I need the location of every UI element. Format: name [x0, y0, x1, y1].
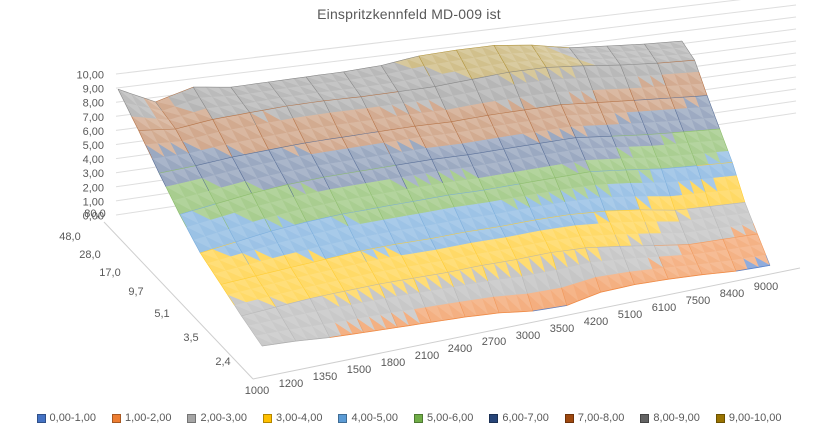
z-axis-tick-label: 7,00: [83, 112, 104, 124]
z-axis-tick-label: 5,00: [83, 140, 104, 152]
depth-axis-label: 28,0: [79, 249, 100, 261]
z-axis-tick-label: 4,00: [83, 154, 104, 166]
x-axis-label: 1200: [279, 378, 303, 390]
legend-label: 3,00-4,00: [275, 412, 323, 424]
depth-axis-label: 17,0: [99, 267, 120, 279]
legend-swatch: [564, 413, 574, 423]
x-axis-label: 2400: [448, 343, 472, 355]
x-axis-label: 5100: [618, 309, 642, 321]
x-axis-label: 6100: [652, 302, 676, 314]
legend-swatch: [112, 413, 121, 423]
z-axis-tick-label: 2,00: [83, 182, 104, 194]
z-axis-tick-label: 1,00: [83, 196, 104, 208]
legend-label: 0,00-1,00: [49, 412, 96, 424]
legend: 0,00-1,00 1,00-2,00 2,00-3,00 3,00-4,00 4,00…: [0, 412, 818, 424]
legend-swatch: [36, 413, 46, 423]
chart-title: Einspritzkennfeld MD-009 ist: [317, 6, 501, 22]
legend-label: 2,00-3,00: [200, 412, 247, 424]
depth-axis-label: 9,7: [128, 286, 143, 298]
legend-swatch: [715, 413, 725, 423]
legend-item[interactable]: 6,00-7,00: [489, 412, 549, 424]
legend-label: 1,00-2,00: [125, 412, 172, 424]
depth-axis-label: 2,4: [215, 356, 230, 368]
x-axis-label: 4200: [584, 316, 608, 328]
legend-label: 6,00-7,00: [502, 412, 549, 424]
z-axis-tick-label: 6,00: [83, 126, 104, 138]
depth-axis-label: 80,0: [84, 208, 105, 220]
x-axis-label: 7500: [686, 295, 710, 307]
legend-label: 8,00-9,00: [653, 412, 700, 424]
z-axis-tick-label: 3,00: [83, 168, 104, 180]
depth-axis-label: 5,1: [154, 308, 169, 320]
x-axis-label: 2100: [415, 350, 439, 362]
legend-label: 7,00-8,00: [577, 412, 625, 424]
legend-swatch: [262, 413, 272, 423]
legend-item[interactable]: 9,00-10,00: [715, 412, 782, 424]
z-axis-tick-label: 9,00: [83, 84, 104, 96]
legend-swatch: [489, 413, 499, 423]
legend-label: 5,00-6,00: [426, 412, 474, 424]
x-axis-label: 9000: [754, 281, 778, 293]
legend-item[interactable]: 4,00-5,00: [338, 412, 398, 424]
x-axis-label: 1500: [347, 364, 371, 376]
x-axis-label: 2700: [482, 336, 506, 348]
z-axis-tick-label: 10,00: [76, 70, 104, 82]
legend-swatch: [187, 413, 197, 423]
z-axis-tick-label: 0,00: [83, 211, 104, 223]
x-axis-label: 3500: [550, 323, 574, 335]
x-axis-label: 3000: [516, 330, 540, 342]
z-axis-tick-label: 8,00: [83, 98, 104, 110]
legend-item[interactable]: 3,00-4,00: [262, 412, 323, 424]
legend-item[interactable]: 0,00-1,00: [36, 412, 96, 424]
x-axis-label: 1350: [313, 371, 337, 383]
x-axis-label: 8400: [720, 288, 744, 300]
legend-label: 4,00-5,00: [351, 412, 398, 424]
depth-axis-label: 48,0: [59, 231, 80, 243]
depth-axis-label: 3,5: [183, 332, 198, 344]
legend-swatch: [338, 413, 348, 423]
legend-item[interactable]: 5,00-6,00: [413, 412, 474, 424]
x-axis-label: 1000: [245, 385, 269, 397]
legend-item[interactable]: 8,00-9,00: [640, 412, 700, 424]
legend-swatch: [413, 413, 423, 423]
legend-swatch: [640, 413, 650, 423]
legend-label: 9,00-10,00: [728, 412, 782, 424]
legend-item[interactable]: 7,00-8,00: [564, 412, 625, 424]
legend-item[interactable]: 1,00-2,00: [112, 412, 171, 424]
legend-item[interactable]: 2,00-3,00: [187, 412, 247, 424]
x-axis-label: 1800: [381, 357, 405, 369]
